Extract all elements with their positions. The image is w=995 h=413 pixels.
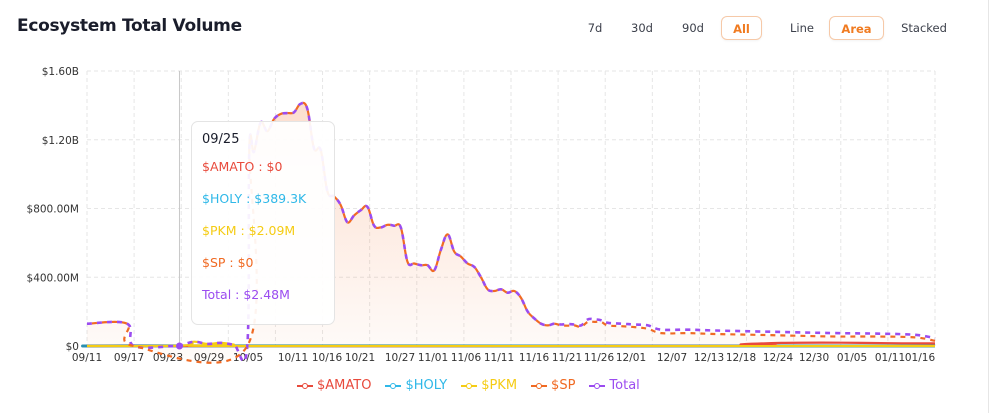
x-tick-label: 11/16 [519,352,550,364]
x-tick-label: 10/16 [312,352,343,364]
range-7d-button[interactable]: 7d [587,21,603,35]
x-tick-label: 10/21 [345,352,375,364]
y-tick-label: $1.20B [42,135,79,147]
legend-line-icon [461,381,478,391]
x-tick-label: 01/11 [875,352,905,364]
x-tick-label: 01/16 [905,352,936,364]
x-tick-label: 10/05 [233,352,263,364]
x-tick-label: 12/13 [694,352,724,364]
tooltip-row-sp: $SP : $0 [202,255,254,270]
legend-label: $HOLY [405,378,448,393]
x-tick-label: 10/27 [385,352,415,364]
x-tick-label: 01/05 [837,352,867,364]
tooltip-row-total: Total : $2.48M [202,287,290,302]
tooltip-date: 09/25 [202,132,240,147]
x-tick-label: 09/17 [114,352,144,364]
x-tick-label: 11/06 [451,352,482,364]
tooltip-row-amato: $AMATO : $0 [202,159,283,174]
x-tick-label: 11/26 [584,352,615,364]
legend-label: Total [609,378,640,393]
legend-line-icon [589,381,606,391]
mode-area-button[interactable]: Area [829,16,884,40]
legend-line-icon [385,381,402,391]
chart-title: Ecosystem Total Volume [17,16,242,36]
x-tick-label: 12/24 [763,352,794,364]
panel-divider [988,0,989,413]
x-tick-label: 09/11 [72,352,102,364]
mode-stacked-button[interactable]: Stacked [901,21,947,35]
x-axis-ticks: 09/1109/1709/2309/2910/0510/1110/1610/21… [72,352,936,364]
legend-line-icon [531,381,548,391]
y-axis-ticks: $0 $400.00M $800.00M $1.20B $1.60B [27,66,79,353]
series-line-sp [86,101,936,364]
x-tick-label: 12/18 [726,352,756,364]
x-tick-label: 12/07 [657,352,687,364]
tooltip-row-holy: $HOLY : $389.3K [202,191,307,206]
legend-line-icon [297,381,313,391]
series-lines [81,101,936,364]
x-tick-label: 10/11 [278,352,308,364]
range-90d-button[interactable]: 90d [682,21,704,35]
chart-tooltip: 09/25 $AMATO : $0 $HOLY : $389.3K $PKM :… [191,121,335,325]
x-tick-label: 11/21 [552,352,582,364]
legend-label: $SP [551,378,576,393]
y-tick-label: $400.00M [27,272,79,284]
legend-item-holy[interactable]: $HOLY [385,378,447,393]
legend-item-sp[interactable]: $SP [531,378,575,393]
range-all-button[interactable]: All [721,16,762,40]
legend-label: $PKM [481,378,518,393]
chart-legend: $AMATO $HOLY $PKM $SP Total [297,378,640,393]
mode-line-button[interactable]: Line [790,21,814,35]
x-tick-label: 12/01 [616,352,646,364]
legend-item-total[interactable]: Total [589,378,640,393]
legend-item-pkm[interactable]: $PKM [461,378,517,393]
x-tick-label: 11/11 [484,352,514,364]
x-tick-label: 11/01 [418,352,448,364]
range-30d-button[interactable]: 30d [631,21,653,35]
y-tick-label: $0 [66,341,79,353]
tooltip-row-pkm: $PKM : $2.09M [202,223,296,238]
legend-item-amato[interactable]: $AMATO [297,378,371,393]
y-tick-label: $800.00M [27,204,79,216]
legend-label: $AMATO [317,378,372,393]
y-tick-label: $1.60B [42,66,79,78]
hover-point [175,342,183,350]
x-tick-label: 12/30 [799,352,829,364]
